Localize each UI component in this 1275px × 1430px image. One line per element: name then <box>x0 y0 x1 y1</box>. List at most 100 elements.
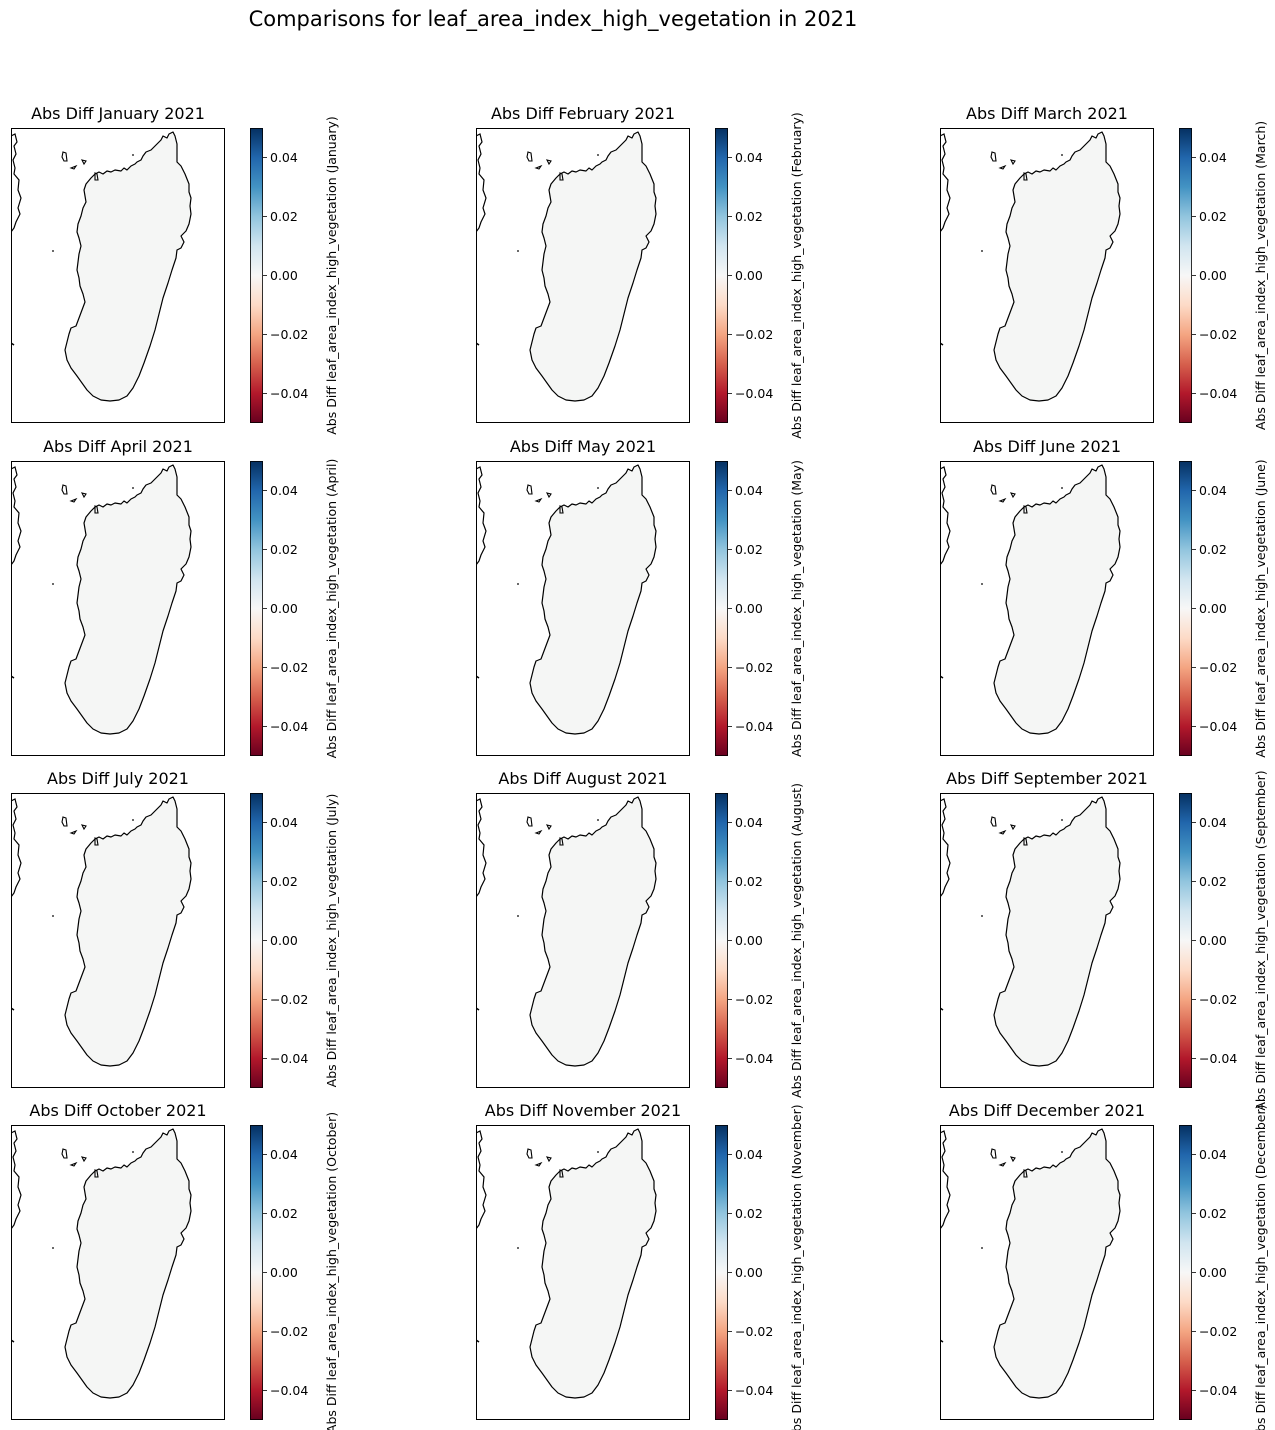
colorbar-tick-label: −0.04 <box>1199 719 1237 734</box>
map-panel: Abs Diff April 2021 0.04 0.02 0.00 −0.02 −0.0… <box>11 437 339 758</box>
colorbar-tick-label: 0.00 <box>735 268 763 283</box>
map-frame <box>11 128 225 423</box>
island-anjouan <box>80 824 87 831</box>
africa-coastline <box>940 798 951 898</box>
madagascar-land <box>993 464 1121 735</box>
colorbar-tick-label: −0.02 <box>1199 1324 1237 1339</box>
colorbar-tick-label: −0.02 <box>270 1324 308 1339</box>
map-geography <box>476 1128 657 1399</box>
africa-coastline <box>476 133 487 233</box>
colorbar: 0.04 0.02 0.00 −0.02 −0.04 Abs Diff leaf_area… <box>250 116 339 435</box>
colorbar-label: Abs Diff leaf_area_index_high_vegetation… <box>789 112 804 439</box>
island-juan-de-nova <box>52 1247 54 1249</box>
colorbar-tick-label: 0.00 <box>270 933 298 948</box>
map-geography <box>476 131 657 402</box>
island-glorieuses <box>1061 819 1063 821</box>
colorbar-label: Abs Diff leaf_area_index_high_vegetation… <box>789 1104 804 1430</box>
map-geography <box>476 796 657 1067</box>
island-moheli <box>534 829 543 835</box>
colorbar-tick-label: −0.02 <box>270 327 308 342</box>
panel-title: Abs Diff March 2021 <box>966 104 1128 123</box>
island-grande-comore <box>61 151 68 162</box>
colorbar-tick-label: 0.00 <box>1199 268 1227 283</box>
map-frame <box>940 793 1154 1088</box>
island-mayotte <box>559 505 564 514</box>
colorbar-label: Abs Diff leaf_area_index_high_vegetation… <box>324 794 339 1088</box>
colorbar-tick-label: 0.00 <box>270 1265 298 1280</box>
colorbar-tick-label: −0.02 <box>270 992 308 1007</box>
panel-title: Abs Diff February 2021 <box>491 104 675 123</box>
island-glorieuses <box>597 819 599 821</box>
colorbar-label: Abs Diff leaf_area_index_high_vegetation… <box>1253 121 1268 430</box>
map-frame <box>11 1125 225 1420</box>
colorbar-frame <box>250 461 263 756</box>
map-geography <box>11 464 192 735</box>
island-juan-de-nova <box>517 915 519 917</box>
colorbar-tick-label: 0.04 <box>735 1147 763 1162</box>
colorbar-tick-label: 0.02 <box>270 1206 298 1221</box>
madagascar-land <box>993 796 1121 1067</box>
colorbar-tick-label: −0.02 <box>1199 992 1237 1007</box>
island-grande-comore <box>990 151 997 162</box>
map-panel: Abs Diff March 2021 0.04 0.02 0.00 −0.02 −0.0… <box>940 104 1268 430</box>
africa-coastline <box>476 466 487 566</box>
panel-title: Abs Diff November 2021 <box>485 1101 681 1120</box>
map-frame <box>476 793 690 1088</box>
colorbar-tick-label: 0.00 <box>1199 601 1227 616</box>
island-grande-comore <box>990 816 997 827</box>
colorbar-tick-label: 0.02 <box>735 209 763 224</box>
colorbar-tick-label: −0.04 <box>735 386 773 401</box>
island-glorieuses <box>1061 154 1063 156</box>
colorbar-tick-label: 0.02 <box>1199 1206 1227 1221</box>
colorbar: 0.04 0.02 0.00 −0.02 −0.04 Abs Diff leaf_area… <box>1179 121 1268 430</box>
madagascar-land <box>64 464 192 735</box>
colorbar-tick-label: 0.02 <box>735 874 763 889</box>
colorbar-frame <box>715 793 728 1088</box>
colorbar-gradient <box>250 128 263 423</box>
africa-coastline <box>940 466 951 566</box>
colorbar-frame <box>715 1125 728 1420</box>
colorbar-tick-label: −0.02 <box>270 660 308 675</box>
colorbar-gradient <box>715 793 728 1088</box>
map-geography <box>940 464 1121 735</box>
island-moheli <box>69 829 78 835</box>
island-juan-de-nova <box>52 583 54 585</box>
colorbar-tick-label: −0.04 <box>735 719 773 734</box>
colorbar-tick-label: 0.02 <box>270 874 298 889</box>
panel-title: Abs Diff October 2021 <box>29 1101 206 1120</box>
colorbar-tick-label: −0.02 <box>1199 660 1237 675</box>
colorbar: 0.04 0.02 0.00 −0.02 −0.04 Abs Diff leaf_area… <box>715 460 804 757</box>
island-juan-de-nova <box>517 583 519 585</box>
island-anjouan <box>1009 824 1016 831</box>
island-mayotte <box>1023 172 1028 181</box>
map-frame <box>476 1125 690 1420</box>
island-anjouan <box>1009 492 1016 499</box>
island-glorieuses <box>132 487 134 489</box>
colorbar-gradient <box>1179 1125 1192 1420</box>
island-grande-comore <box>526 151 533 162</box>
africa-coastline <box>476 798 487 898</box>
map-panel: Abs Diff November 2021 0.04 0.02 0.00 −0.02 −… <box>476 1101 804 1430</box>
island-mayotte <box>1023 837 1028 846</box>
colorbar-frame <box>250 128 263 423</box>
island-grande-comore <box>61 1148 68 1159</box>
map-geography <box>11 796 192 1067</box>
island-moheli <box>998 829 1007 835</box>
island-grande-comore <box>526 1148 533 1159</box>
colorbar: 0.04 0.02 0.00 −0.02 −0.04 Abs Diff leaf_area… <box>250 793 339 1088</box>
colorbar-frame <box>1179 461 1192 756</box>
colorbar-tick-label: −0.04 <box>1199 386 1237 401</box>
colorbar-tick-label: 0.02 <box>735 542 763 557</box>
map-panel: Abs Diff October 2021 0.04 0.02 0.00 −0.02 −0… <box>11 1101 339 1430</box>
madagascar-land <box>993 131 1121 402</box>
colorbar-gradient <box>250 793 263 1088</box>
colorbar-tick-label: −0.04 <box>1199 1383 1237 1398</box>
island-glorieuses <box>132 819 134 821</box>
colorbar-gradient <box>715 461 728 756</box>
island-juan-de-nova <box>981 583 983 585</box>
island-moheli <box>69 1161 78 1167</box>
map-geography <box>940 796 1121 1067</box>
colorbar-tick-label: 0.04 <box>735 150 763 165</box>
madagascar-land <box>529 131 657 402</box>
